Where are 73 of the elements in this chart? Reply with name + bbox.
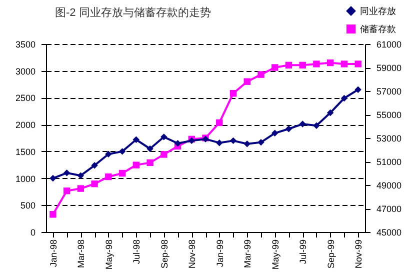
point bbox=[271, 64, 278, 71]
point bbox=[216, 139, 223, 146]
x-tick-label: May-99 bbox=[270, 240, 280, 270]
y-tick-label: 500 bbox=[20, 200, 36, 211]
point bbox=[118, 170, 126, 177]
y2-tick-label: 51000 bbox=[376, 157, 402, 167]
x-tick-label: Nov-99 bbox=[354, 240, 364, 269]
point bbox=[77, 185, 84, 192]
point bbox=[105, 150, 112, 158]
point bbox=[244, 140, 250, 148]
point bbox=[285, 126, 292, 132]
point bbox=[244, 78, 250, 85]
point bbox=[105, 173, 112, 180]
point bbox=[63, 170, 70, 176]
point bbox=[50, 174, 56, 182]
point bbox=[160, 151, 168, 158]
legend-label: 储蓄存款 bbox=[360, 24, 396, 34]
point bbox=[340, 60, 348, 68]
point bbox=[230, 137, 237, 144]
point bbox=[146, 145, 154, 152]
point bbox=[313, 60, 320, 68]
y2-tick-label: 49000 bbox=[376, 180, 402, 190]
x-tick-label: Mar-99 bbox=[242, 240, 253, 268]
legend-label: 同业存放 bbox=[360, 6, 396, 16]
point bbox=[91, 162, 98, 169]
x-tick-label: Jul-99 bbox=[298, 240, 308, 264]
x-tick-label: Mar-98 bbox=[76, 240, 86, 268]
point bbox=[258, 71, 264, 78]
point bbox=[174, 140, 182, 147]
point bbox=[285, 62, 292, 69]
point bbox=[354, 86, 362, 94]
point bbox=[91, 180, 98, 188]
point bbox=[146, 159, 154, 166]
point bbox=[160, 134, 168, 140]
chart-title: 图-2 同业存放与储蓄存款的走势 bbox=[54, 6, 211, 19]
point bbox=[77, 172, 84, 179]
point bbox=[118, 148, 126, 155]
point bbox=[50, 211, 56, 218]
x-tick-label: Sep-98 bbox=[159, 240, 170, 269]
point bbox=[326, 109, 334, 116]
point bbox=[354, 60, 362, 68]
y-tick-label: 0 bbox=[30, 228, 36, 238]
y2-tick-label: 47000 bbox=[376, 204, 402, 214]
x-tick-label: Jan-99 bbox=[214, 240, 225, 268]
y-tick-label: 2500 bbox=[15, 93, 36, 104]
x-tick-label: Jul-98 bbox=[132, 240, 142, 264]
x-tick-label: Sep-99 bbox=[326, 240, 336, 269]
y2-tick-label: 59000 bbox=[376, 63, 402, 73]
y-tick-label: 3500 bbox=[15, 40, 36, 50]
y-tick-label: 1000 bbox=[15, 174, 36, 184]
y2-tick-label: 45000 bbox=[376, 228, 402, 238]
point bbox=[271, 130, 278, 137]
y-tick-label: 1500 bbox=[15, 146, 36, 157]
y2-tick-label: 53000 bbox=[376, 134, 402, 144]
x-tick-label: Nov-98 bbox=[187, 240, 198, 269]
point bbox=[340, 94, 348, 102]
y2-tick-label: 61000 bbox=[376, 40, 402, 50]
y-tick-label: 3000 bbox=[15, 66, 36, 76]
point bbox=[326, 59, 334, 66]
point bbox=[299, 120, 306, 128]
y2-tick-label: 57000 bbox=[376, 86, 402, 96]
point bbox=[63, 188, 70, 194]
point bbox=[132, 162, 140, 168]
point bbox=[313, 122, 320, 129]
point bbox=[216, 119, 223, 126]
point bbox=[230, 90, 237, 97]
y2-tick-label: 55000 bbox=[376, 110, 402, 120]
x-tick-label: May-98 bbox=[104, 240, 114, 270]
point bbox=[258, 138, 264, 146]
point bbox=[299, 62, 306, 69]
point bbox=[132, 136, 140, 143]
y-tick-label: 2000 bbox=[15, 120, 36, 130]
x-tick-label: Jan-98 bbox=[48, 240, 58, 268]
